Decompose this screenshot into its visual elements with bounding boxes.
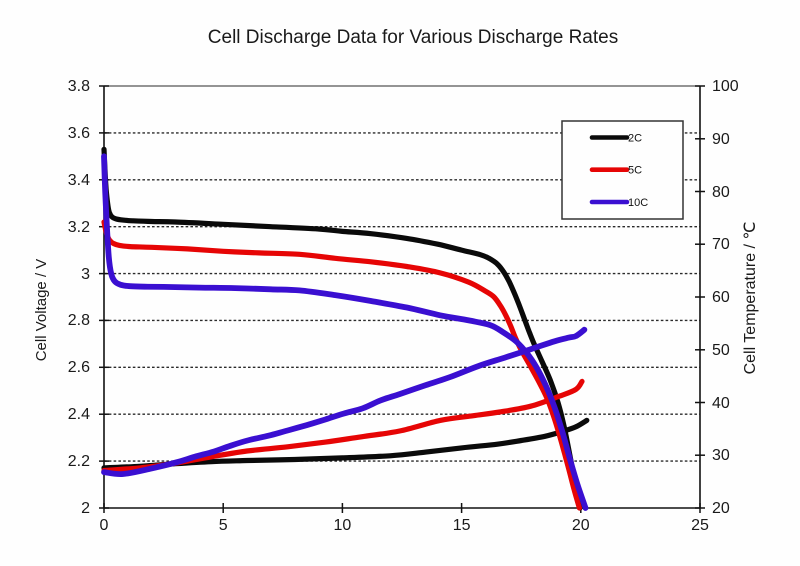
svg-text:2C: 2C — [628, 133, 642, 145]
svg-text:10C: 10C — [628, 197, 648, 209]
svg-text:5C: 5C — [628, 165, 642, 177]
